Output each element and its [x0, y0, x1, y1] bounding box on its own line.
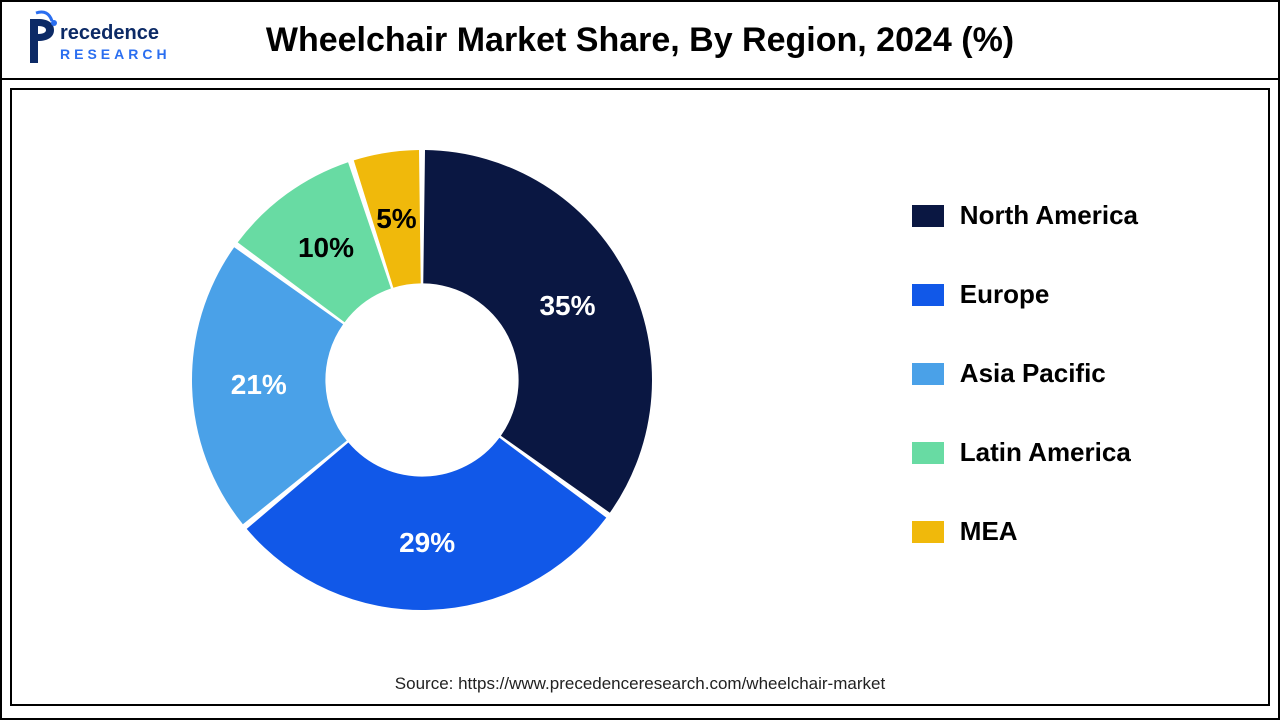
- brand-logo: recedence RESEARCH: [22, 5, 202, 75]
- legend-item: MEA: [912, 516, 1138, 547]
- slice-value-label: 35%: [539, 290, 595, 322]
- legend-swatch: [912, 521, 944, 543]
- logo-icon: recedence RESEARCH: [22, 5, 202, 75]
- donut-chart: 35% 29% 21% 10% 5%: [172, 130, 672, 630]
- legend-item: Latin America: [912, 437, 1138, 468]
- legend-label: Europe: [960, 279, 1050, 310]
- chart-card: recedence RESEARCH Wheelchair Market Sha…: [0, 0, 1280, 720]
- chart-body: 35% 29% 21% 10% 5% North America Europe Asia P…: [10, 88, 1270, 706]
- legend-item: Europe: [912, 279, 1138, 310]
- legend-label: MEA: [960, 516, 1018, 547]
- svg-text:recedence: recedence: [60, 22, 159, 44]
- legend-item: Asia Pacific: [912, 358, 1138, 389]
- slice-value-label: 21%: [231, 369, 287, 401]
- legend-label: Latin America: [960, 437, 1131, 468]
- svg-text:RESEARCH: RESEARCH: [60, 46, 171, 62]
- source-text: Source: https://www.precedenceresearch.c…: [12, 674, 1268, 694]
- legend: North America Europe Asia Pacific Latin Ame…: [912, 200, 1138, 547]
- donut-slice: [423, 150, 652, 513]
- legend-swatch: [912, 442, 944, 464]
- slice-value-label: 5%: [376, 203, 416, 235]
- legend-label: North America: [960, 200, 1138, 231]
- chart-title: Wheelchair Market Share, By Region, 2024…: [202, 21, 1258, 60]
- legend-swatch: [912, 284, 944, 306]
- legend-label: Asia Pacific: [960, 358, 1106, 389]
- slice-value-label: 29%: [399, 527, 455, 559]
- legend-swatch: [912, 205, 944, 227]
- legend-item: North America: [912, 200, 1138, 231]
- slice-value-label: 10%: [298, 232, 354, 264]
- header-row: recedence RESEARCH Wheelchair Market Sha…: [2, 2, 1278, 80]
- legend-swatch: [912, 363, 944, 385]
